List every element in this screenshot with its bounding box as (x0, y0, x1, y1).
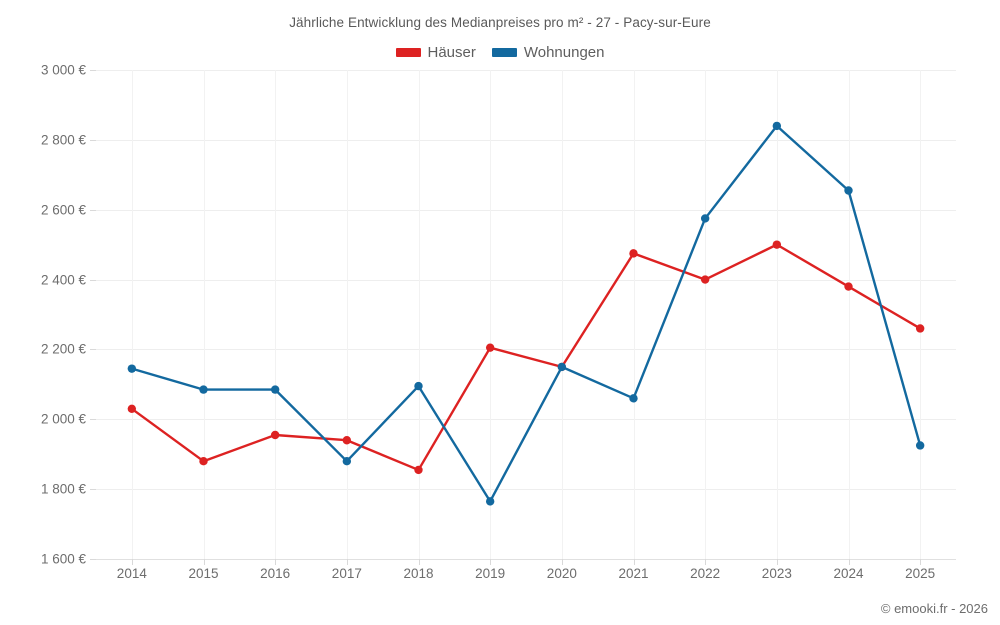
gridline-vertical (203, 70, 205, 559)
gridline-vertical (920, 70, 922, 559)
x-axis-tick-mark (418, 559, 420, 565)
x-axis-tick-label: 2016 (260, 566, 291, 581)
x-axis-tick-label: 2018 (403, 566, 434, 581)
data-point-marker[interactable] (772, 121, 782, 131)
x-axis-tick-mark (920, 559, 922, 565)
data-point-marker[interactable] (270, 385, 280, 394)
footer-credit: © emooki.fr - 2026 (880, 601, 988, 616)
x-axis-tick-mark (490, 559, 492, 565)
x-axis-line (96, 559, 956, 560)
legend-swatch-icon (491, 48, 517, 57)
x-axis-tick-mark (561, 559, 563, 565)
x-axis-tick-mark (346, 559, 348, 565)
data-point-marker[interactable] (485, 497, 495, 506)
x-axis-tick-mark (275, 559, 277, 565)
legend-label: Wohnungen (523, 44, 605, 61)
legend-entry-2[interactable]: Wohnungen (491, 44, 605, 61)
data-point-marker[interactable] (342, 436, 352, 445)
data-point-marker[interactable] (557, 362, 567, 372)
series-line (130, 124, 922, 503)
x-axis-tick-mark (131, 559, 133, 565)
x-axis-tick-mark (633, 559, 635, 565)
data-point-marker[interactable] (700, 275, 710, 284)
data-point-marker[interactable] (199, 457, 208, 466)
data-point-marker[interactable] (772, 240, 782, 249)
data-point-marker[interactable] (629, 394, 638, 403)
x-axis-tick-mark (848, 559, 850, 565)
gridline-vertical (418, 70, 420, 559)
gridline-vertical (561, 70, 563, 559)
x-axis-tick-label: 2024 (833, 566, 864, 581)
series-wohnungen (127, 121, 925, 506)
x-axis-tick-label: 2015 (188, 566, 219, 581)
legend-label: Häuser (427, 44, 476, 61)
chart-title: Jährliche Entwicklung des Medianpreises … (289, 15, 711, 30)
gridline-horizontal (96, 139, 956, 141)
gridline-horizontal (96, 349, 956, 351)
gridline-vertical (346, 70, 348, 559)
x-axis-tick-mark (776, 559, 778, 565)
data-point-marker[interactable] (127, 364, 137, 373)
data-point-marker[interactable] (915, 324, 925, 333)
x-axis-tick-label: 2023 (761, 566, 792, 581)
chart-legend: Häuser Wohnungen (0, 44, 1000, 61)
data-point-marker[interactable] (127, 404, 137, 414)
gridline-vertical (490, 70, 492, 559)
gridline-vertical (131, 70, 133, 559)
x-axis-tick-label: 2025 (905, 566, 936, 581)
gridline-vertical (633, 70, 635, 559)
gridline-horizontal (96, 419, 956, 421)
data-point-marker[interactable] (414, 381, 423, 391)
data-point-marker[interactable] (342, 457, 352, 466)
data-point-marker[interactable] (629, 249, 638, 258)
x-axis-tick-mark (203, 559, 205, 565)
gridline-horizontal (96, 70, 956, 71)
gridline-horizontal (96, 209, 956, 211)
x-axis-tick-label: 2019 (475, 566, 506, 581)
gridline-vertical (848, 70, 850, 559)
x-axis-tick-label: 2021 (618, 566, 649, 581)
x-axis-tick-label: 2020 (546, 566, 577, 581)
data-point-marker[interactable] (414, 465, 423, 475)
data-point-marker[interactable] (700, 214, 710, 223)
legend-swatch-icon (395, 48, 421, 57)
data-point-marker[interactable] (915, 441, 925, 450)
data-point-marker[interactable] (844, 282, 853, 291)
gridline-vertical (776, 70, 778, 559)
gridline-vertical (275, 70, 277, 559)
gridline-horizontal (96, 279, 956, 281)
series-line (130, 243, 922, 472)
x-axis-tick-label: 2017 (331, 566, 362, 581)
x-axis-tick-label: 2014 (116, 566, 147, 581)
data-point-marker[interactable] (270, 430, 280, 440)
gridline-vertical (705, 70, 707, 559)
x-axis-tick-label: 2022 (690, 566, 721, 581)
gridline-horizontal (96, 489, 956, 491)
data-point-marker[interactable] (199, 385, 208, 394)
x-axis-tick-mark (705, 559, 707, 565)
data-point-marker[interactable] (844, 186, 853, 195)
data-point-marker[interactable] (485, 343, 495, 352)
series-häuser (127, 240, 925, 475)
legend-entry-1[interactable]: Häuser (395, 44, 476, 61)
